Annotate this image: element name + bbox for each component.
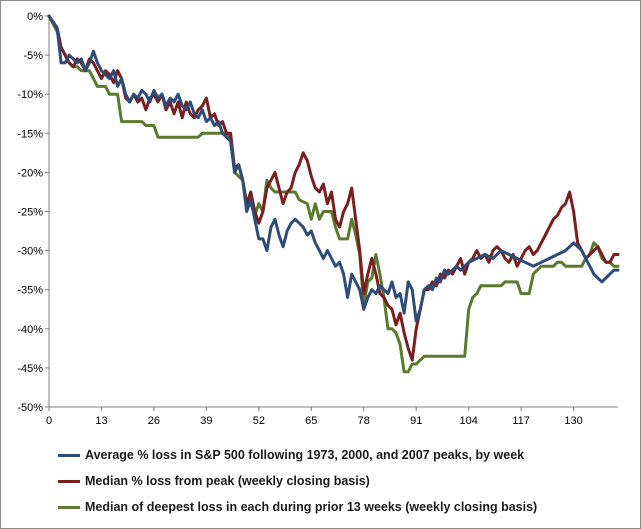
y-tick-label: -20% — [17, 167, 43, 179]
x-tick-label: 39 — [200, 415, 212, 427]
y-tick-label: -50% — [17, 402, 43, 414]
series-lines — [47, 14, 620, 374]
legend-swatch-average — [58, 453, 80, 457]
legend-swatch-deepest — [58, 505, 80, 509]
legend-label-deepest: Median of deepest loss in each during pr… — [85, 500, 538, 514]
y-tick-label: -35% — [17, 285, 43, 297]
y-tick-label: -45% — [17, 363, 43, 375]
x-tick-label: 104 — [460, 415, 478, 427]
series-line-deepest — [47, 14, 620, 374]
series-line-median — [47, 14, 620, 362]
x-tick-label: 52 — [253, 415, 265, 427]
y-tick-label: -25% — [17, 207, 43, 219]
x-tick-label: 78 — [358, 415, 370, 427]
y-tick-label: -5% — [23, 50, 43, 62]
y-tick-label: 0% — [27, 11, 43, 23]
y-tick-label: -40% — [17, 324, 43, 336]
legend-label-median: Median % loss from peak (weekly closing … — [85, 474, 370, 488]
legend-item-median: Median % loss from peak (weekly closing … — [58, 468, 537, 494]
series-line-average — [47, 14, 620, 323]
x-tick-label: 117 — [512, 415, 530, 427]
x-tick-label: 91 — [410, 415, 422, 427]
legend: Average % loss in S&P 500 following 1973… — [58, 442, 537, 520]
y-tick-label: -10% — [17, 89, 43, 101]
y-tick-label: -30% — [17, 246, 43, 258]
y-tick-label: -15% — [17, 128, 43, 140]
x-tick-label: 130 — [564, 415, 582, 427]
x-tick-label: 65 — [305, 415, 317, 427]
x-tick-label: 0 — [46, 415, 52, 427]
legend-item-deepest: Median of deepest loss in each during pr… — [58, 494, 537, 520]
legend-label-average: Average % loss in S&P 500 following 1973… — [85, 448, 525, 462]
axes: 0% -5% -10% -15% -20% -25% -30% -35% -40% -45% -50… — [17, 11, 618, 427]
legend-item-average: Average % loss in S&P 500 following 1973… — [58, 442, 537, 468]
x-tick-label: 26 — [148, 415, 160, 427]
legend-swatch-median — [58, 479, 80, 483]
x-tick-label: 13 — [95, 415, 107, 427]
